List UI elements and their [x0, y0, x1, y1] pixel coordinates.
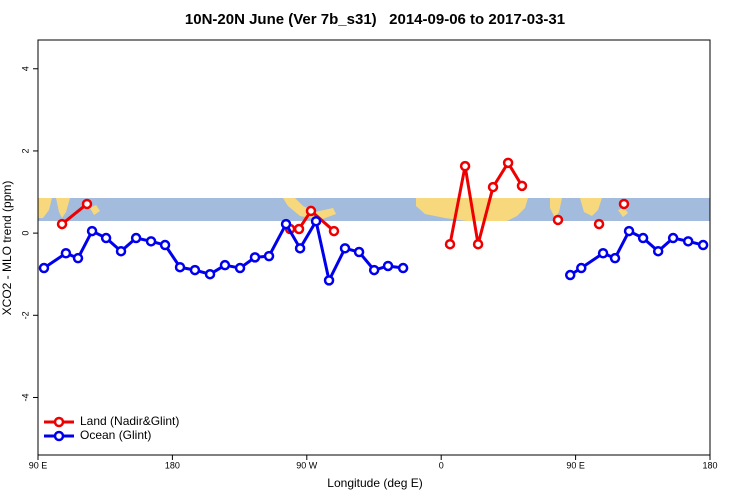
- x-tick-label: 180: [165, 460, 180, 470]
- point: [472, 238, 484, 250]
- point: [219, 259, 231, 271]
- point: [382, 260, 394, 272]
- point: [667, 232, 679, 244]
- y-axis-label: XCO2 - MLO trend (ppm): [0, 181, 14, 316]
- land-shape: [618, 208, 628, 217]
- legend-label: Ocean (Glint): [80, 428, 151, 442]
- point: [593, 218, 605, 230]
- point: [38, 262, 50, 274]
- point: [576, 262, 587, 274]
- point: [623, 225, 635, 237]
- point: [597, 248, 609, 259]
- point: [310, 215, 322, 227]
- point: [353, 246, 365, 258]
- point: [294, 243, 306, 254]
- x-tick-label: 0: [439, 460, 444, 470]
- x-tick-label: 90 W: [296, 460, 318, 470]
- point: [609, 252, 621, 264]
- point: [516, 180, 528, 192]
- land-shape: [550, 198, 562, 218]
- land-shape: [56, 198, 70, 218]
- point: [305, 205, 317, 217]
- point: [115, 245, 127, 257]
- point: [145, 236, 157, 247]
- x-tick-label: 90 E: [29, 460, 48, 470]
- y-tick-label: 0: [20, 231, 30, 236]
- point: [159, 239, 171, 251]
- land-shape: [38, 198, 52, 218]
- point: [397, 262, 409, 274]
- point: [189, 264, 201, 276]
- point: [280, 218, 292, 230]
- point: [637, 232, 649, 244]
- point: [328, 225, 340, 237]
- y-tick-label: -2: [20, 311, 30, 319]
- point: [249, 252, 261, 263]
- map-band: [38, 198, 710, 221]
- point: [487, 181, 499, 193]
- ocean-band: [38, 198, 710, 221]
- point: [174, 261, 186, 273]
- point: [204, 268, 216, 280]
- point: [86, 225, 98, 237]
- x-tick-label: 180: [702, 460, 717, 470]
- point: [293, 223, 305, 235]
- y-tick-label: -4: [20, 393, 30, 401]
- point: [502, 157, 514, 169]
- land-shape: [580, 198, 602, 216]
- point: [60, 248, 72, 259]
- point: [368, 264, 380, 276]
- point: [81, 198, 93, 210]
- point: [56, 218, 68, 230]
- legend-label: Land (Nadir&Glint): [80, 414, 179, 428]
- point: [618, 198, 630, 210]
- x-tick-label: 90 E: [566, 460, 585, 470]
- land-shape: [283, 198, 336, 220]
- point: [339, 243, 351, 254]
- y-tick-label: 2: [20, 148, 30, 153]
- point: [652, 245, 664, 257]
- point: [459, 160, 471, 172]
- point: [100, 232, 112, 244]
- point: [72, 252, 84, 264]
- point: [130, 232, 142, 244]
- plot-frame: [37, 39, 711, 456]
- point: [263, 250, 275, 262]
- point: [323, 275, 335, 286]
- point: [444, 238, 456, 250]
- point: [682, 236, 694, 247]
- land-shape: [90, 205, 100, 215]
- legend-marker: [53, 430, 65, 442]
- y-tick-label: 4: [20, 66, 30, 71]
- point: [552, 214, 564, 226]
- point: [564, 269, 576, 281]
- point: [697, 239, 709, 251]
- chart-title: 10N-20N June (Ver 7b_s31) 2014-09-06 to …: [185, 11, 565, 28]
- x-axis-label: Longitude (deg E): [327, 476, 422, 490]
- point: [234, 262, 246, 274]
- legend-marker: [53, 416, 65, 428]
